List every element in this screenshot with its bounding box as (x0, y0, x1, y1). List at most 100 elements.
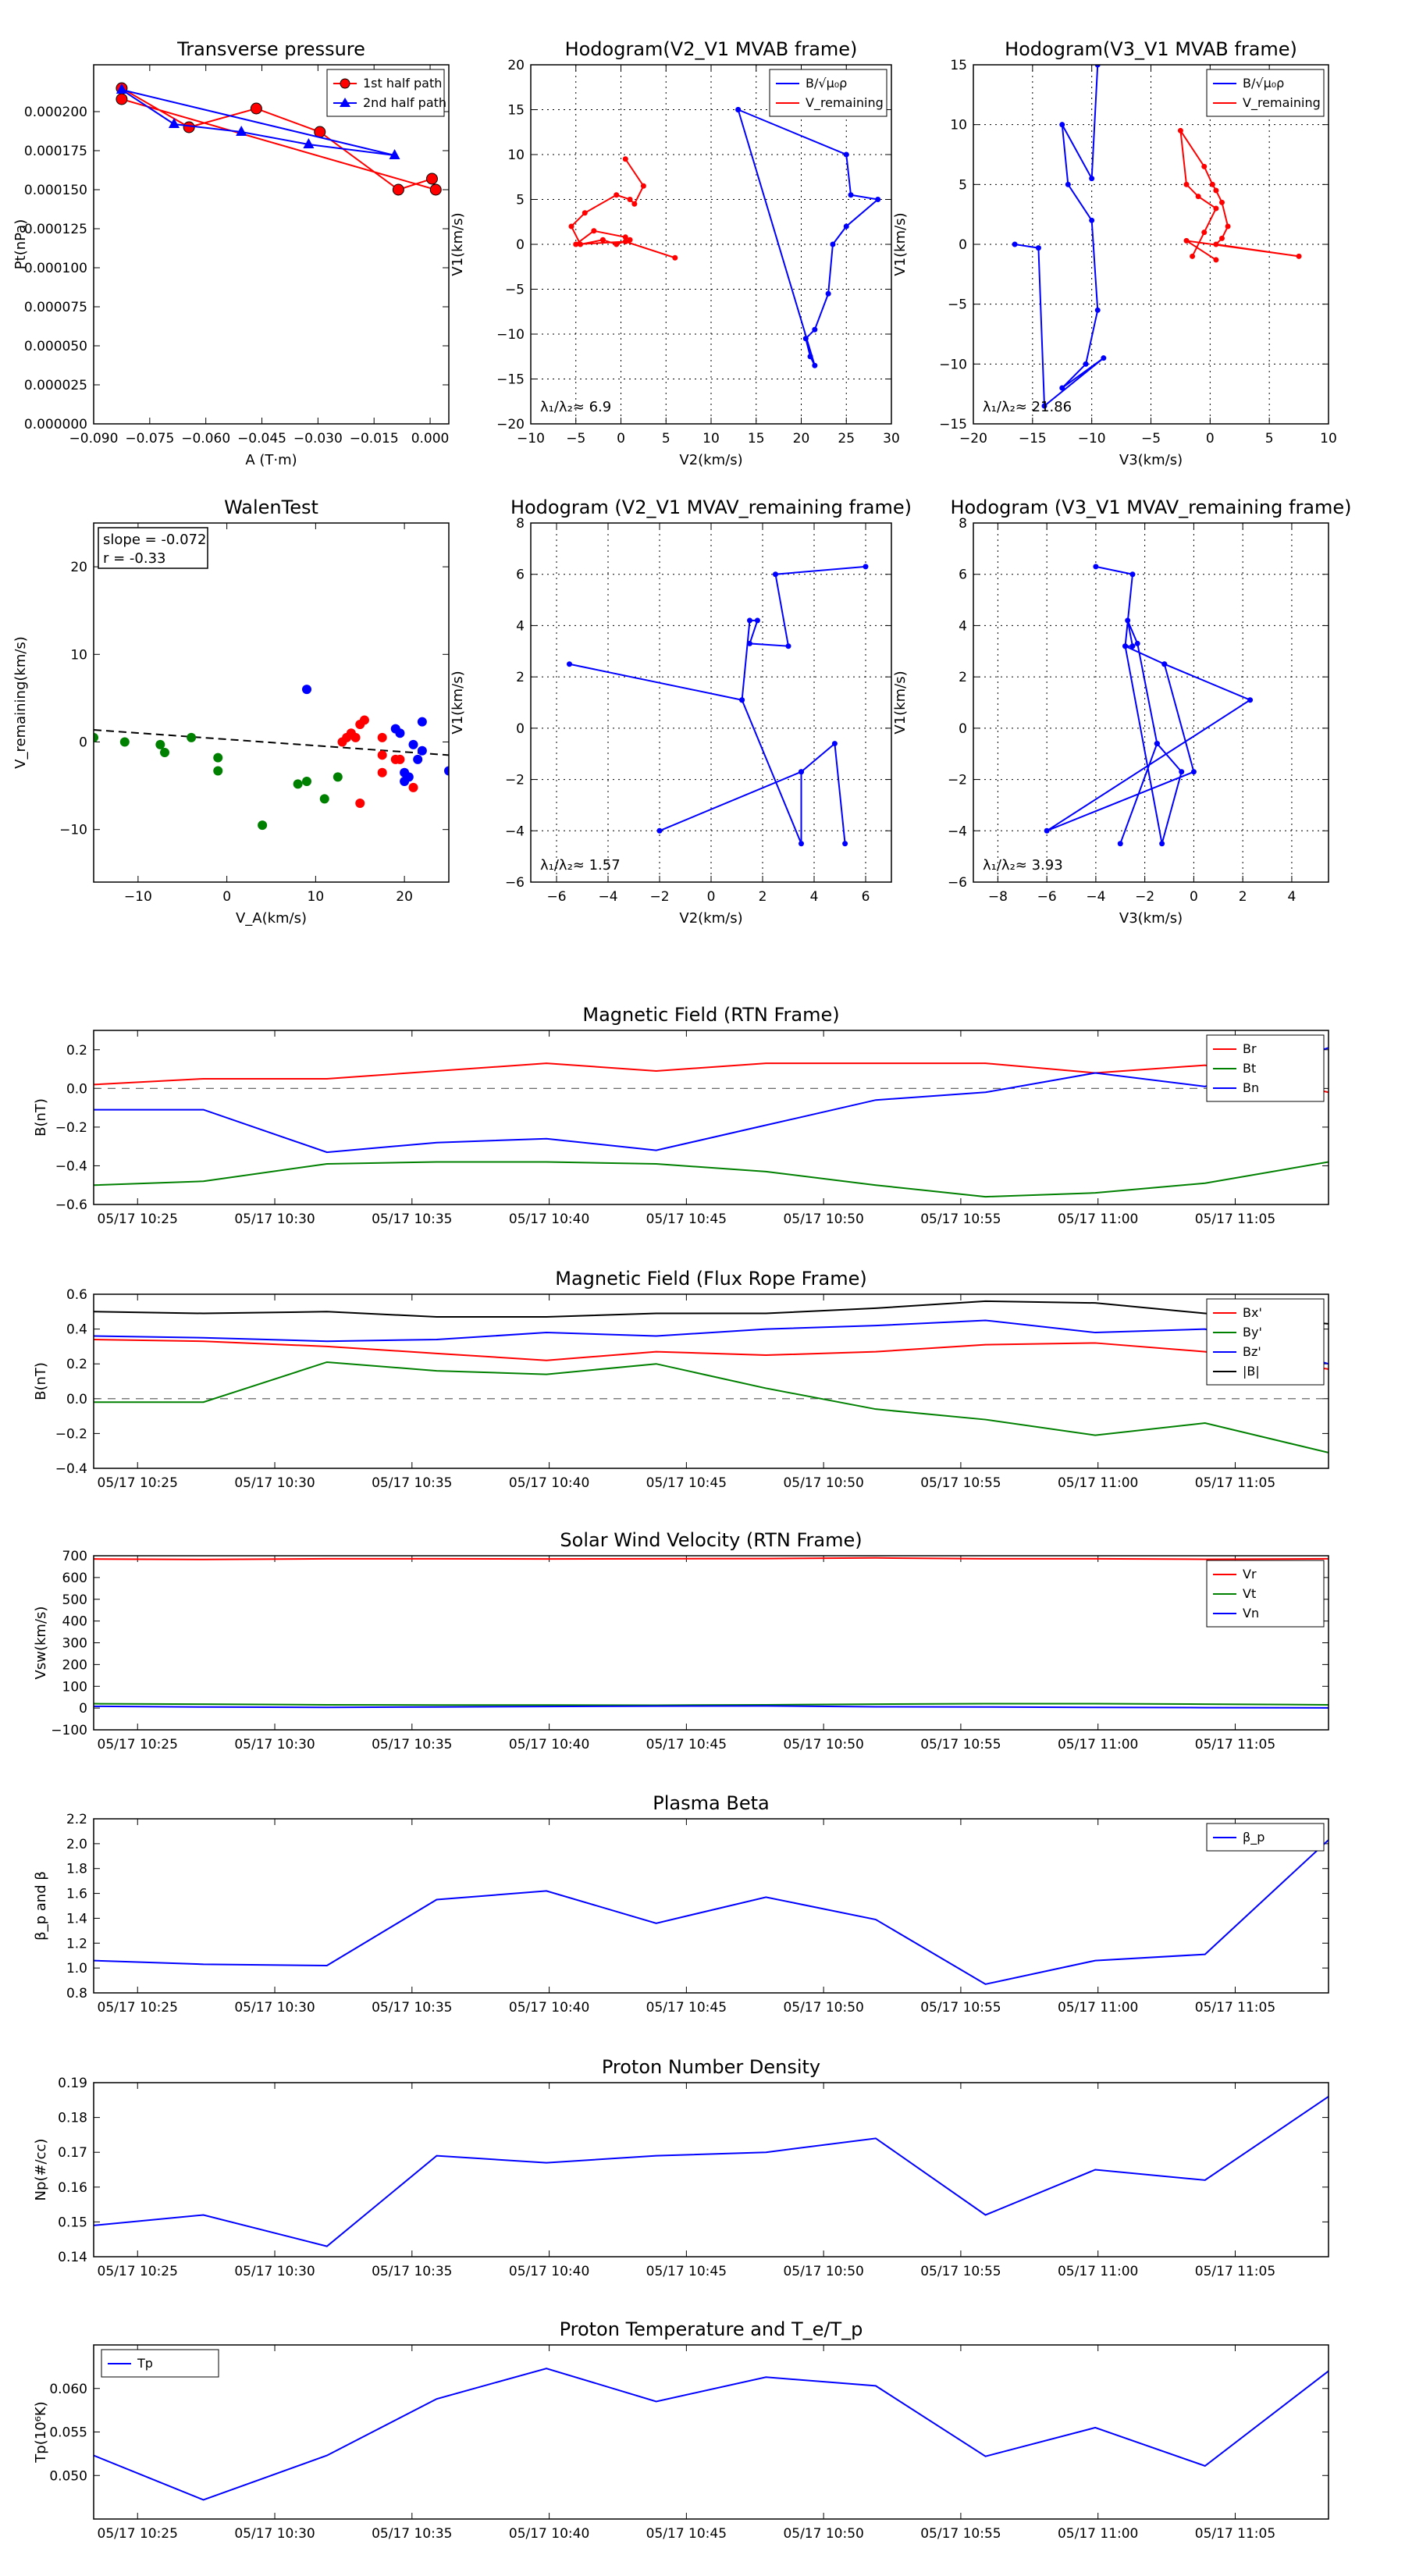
data-point (1065, 181, 1071, 187)
data-point (627, 197, 633, 202)
data-point (377, 732, 387, 742)
x-tick-label: 05/17 10:25 (98, 2264, 178, 2279)
plot-area (94, 1839, 1329, 1985)
data-point (213, 753, 223, 763)
x-tick-label: −0.060 (181, 431, 230, 447)
plot-frame (93, 522, 450, 883)
data-point (799, 769, 804, 775)
series-line-Bn (94, 1047, 1329, 1154)
chart-h4: Hodogram (V3_V1 MVAV_remaining frame) −8 −… (892, 496, 1352, 927)
x-tick-label: 05/17 10:45 (646, 2000, 727, 2016)
plot-area (94, 2368, 1329, 2501)
x-tick-label: 05/17 10:45 (646, 2264, 727, 2279)
x-tick-label: 05/17 10:30 (234, 1737, 315, 1752)
annotation-box (98, 527, 208, 569)
series-line-V_remaining (1179, 130, 1300, 261)
x-tick-label: 05/17 10:45 (646, 2526, 727, 2542)
data-point (404, 772, 414, 782)
y-tick-label: 2 (516, 670, 525, 685)
x-tick-label: −0.030 (293, 431, 343, 447)
data-point (119, 737, 130, 747)
data-point (1122, 643, 1129, 649)
x-tick-label: 4 (1288, 889, 1297, 905)
y-tick-label: 0.000175 (24, 144, 87, 159)
x-tick-label: 0 (617, 431, 625, 447)
plot-area (94, 1047, 1329, 1198)
data-point (1201, 229, 1208, 236)
y-tick-label: −10 (59, 823, 87, 838)
chart-walen: WalenTest −10 0 10 20 −10 0 10 20 V_A(km/s) V_rema… (12, 496, 450, 927)
x-tick-label: 05/17 11:00 (1058, 1475, 1138, 1491)
data-point (1183, 237, 1190, 244)
data-point (1083, 361, 1089, 367)
y-tick-label: 0 (516, 721, 525, 737)
data-point (614, 241, 620, 247)
y-tick-label: −6 (505, 875, 525, 891)
plot-area (116, 82, 442, 196)
x-tick-label: 05/17 10:30 (234, 2526, 315, 2542)
y-tick-label: 6 (959, 568, 967, 583)
y-axis-label: B(nT) (33, 1362, 49, 1400)
chart-title: Hodogram(V3_V1 MVAB frame) (1005, 38, 1297, 60)
x-tick-label: 0 (222, 889, 231, 905)
series-line-V (569, 565, 866, 845)
legend-label: Tp (137, 2356, 153, 2371)
y-tick-label: 1.6 (66, 1887, 87, 1902)
data-point (359, 715, 369, 725)
legend-marker (340, 98, 350, 107)
data-point (622, 156, 628, 162)
x-tick-label: 05/17 11:05 (1195, 2264, 1275, 2279)
y-tick-label: 0 (79, 1701, 87, 1717)
y-tick-label: 0.060 (49, 2382, 87, 2397)
chart-ts3: Solar Wind Velocity (RTN Frame) 05/17 10:… (33, 1529, 1329, 1752)
plot-area (94, 685, 449, 831)
series-line-Vn (94, 1705, 1329, 1709)
data-point (1012, 241, 1018, 247)
x-tick-label: 05/17 10:45 (646, 1737, 727, 1752)
chart-title: Transverse pressure (176, 38, 365, 60)
data-point (94, 732, 98, 742)
y-tick-label: 8 (959, 516, 967, 532)
data-point (831, 741, 838, 747)
legend-label: 2nd half path (363, 95, 446, 110)
fit-line (94, 729, 449, 756)
chart-h3: Hodogram (V2_V1 MVAV_remaining frame) −6 −… (450, 496, 912, 927)
data-point (183, 121, 195, 133)
y-tick-label: 15 (950, 58, 967, 73)
series-line-By' (94, 1361, 1329, 1453)
x-tick-label: 05/17 10:40 (509, 2264, 589, 2279)
chart-h2: Hodogram(V3_V1 MVAB frame)−20 −15 −10 −5 0 5 1… (892, 38, 1337, 468)
plot-area (1012, 65, 1302, 409)
data-point (155, 739, 165, 749)
data-point (258, 820, 268, 831)
y-tick-label: 0.000150 (24, 183, 87, 198)
data-point (843, 223, 849, 229)
x-tick-label: 05/17 10:35 (372, 1475, 452, 1491)
y-tick-label: 6 (516, 568, 525, 583)
x-tick-label: 10 (702, 431, 720, 447)
y-tick-label: 0.000125 (24, 222, 87, 237)
chart-ts6: Proton Temperature and T_e/T_p 05/17 10:2… (33, 2318, 1329, 2542)
data-point (444, 766, 449, 776)
data-point (830, 241, 836, 247)
y-tick-label: 1.8 (66, 1862, 87, 1877)
y-axis-label: V_remaining(km/s) (12, 636, 29, 769)
legend-label: Bz' (1243, 1344, 1261, 1359)
x-tick-label: 05/17 10:45 (646, 1475, 727, 1491)
data-point (573, 241, 579, 247)
data-point (417, 745, 427, 756)
x-tick-label: −10 (517, 431, 545, 447)
y-tick-label: 0.8 (66, 1986, 87, 2001)
plot-area (94, 2096, 1329, 2247)
data-point (1094, 65, 1101, 68)
data-point (1117, 841, 1123, 847)
data-point (187, 732, 197, 742)
y-tick-label: 10 (507, 148, 525, 163)
y-tick-label: 2.2 (66, 1812, 87, 1827)
x-tick-label: −4 (1086, 889, 1105, 905)
y-tick-label: 0 (959, 237, 967, 253)
series-line-V (1046, 565, 1252, 845)
y-tick-label: 1.2 (66, 1936, 87, 1952)
plot-frame (973, 64, 1329, 425)
